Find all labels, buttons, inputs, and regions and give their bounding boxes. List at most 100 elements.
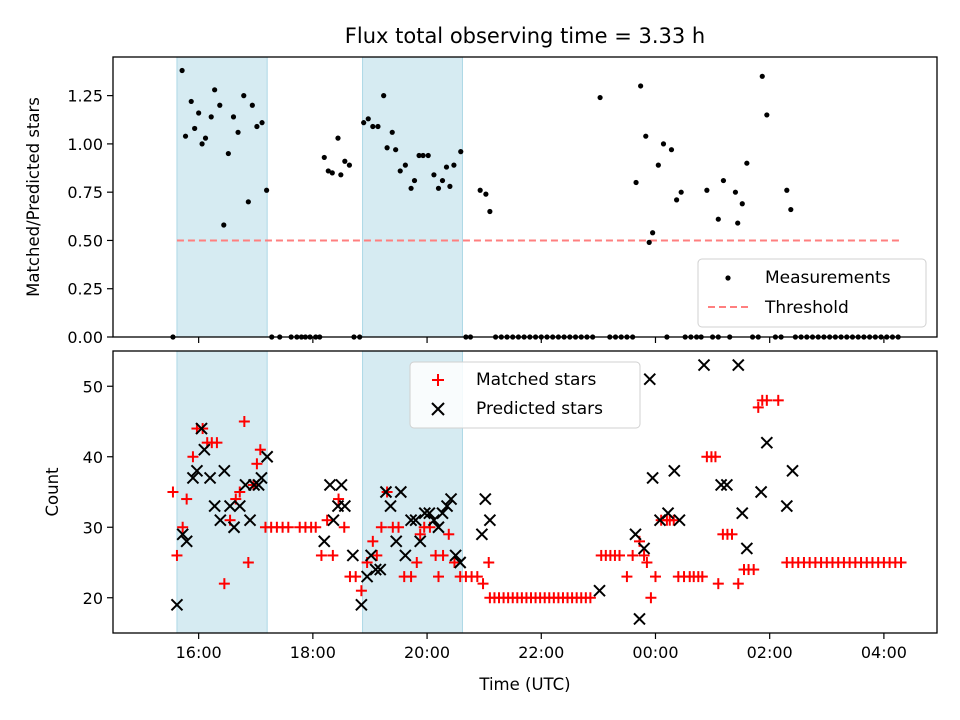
matched-star-point <box>645 592 656 603</box>
x-tick-label: 20:00 <box>404 643 450 662</box>
predicted-star-point <box>787 465 798 476</box>
measurement-point <box>458 149 463 154</box>
measurement-point <box>221 222 226 227</box>
measurement-point <box>209 114 214 119</box>
matched-star-point <box>748 564 759 575</box>
count-y-tick-label: 20 <box>83 589 103 608</box>
matched-star-point <box>650 571 661 582</box>
measurement-point <box>322 155 327 160</box>
ratio-legend: Measurements Threshold <box>698 259 926 327</box>
predicted-star-point <box>737 508 748 519</box>
legend-measurements-label: Measurements <box>765 268 891 288</box>
count-y-tick-label: 40 <box>83 448 103 467</box>
measurement-point <box>647 240 652 245</box>
legend-predicted-label: Predicted stars <box>476 399 603 419</box>
measurement-point <box>650 230 655 235</box>
ratio-y-tick-label: 0.25 <box>67 280 103 299</box>
measurement-point <box>217 103 222 108</box>
measurement-point <box>704 188 709 193</box>
measurement-point <box>643 134 648 139</box>
predicted-star-point <box>716 479 727 490</box>
count-legend: Matched stars Predicted stars <box>410 362 640 428</box>
measurement-point <box>246 199 251 204</box>
measurement-point <box>764 112 769 117</box>
measurement-point <box>212 87 217 92</box>
ratio-y-tick-label: 0.50 <box>67 231 103 250</box>
x-tick-label: 22:00 <box>518 643 564 662</box>
predicted-star-point <box>644 374 655 385</box>
measurement-point <box>338 172 343 177</box>
measurement-point <box>478 188 483 193</box>
x-tick-label: 16:00 <box>176 643 222 662</box>
measurement-point <box>440 178 445 183</box>
measurement-point <box>674 197 679 202</box>
measurement-point <box>426 153 431 158</box>
measurement-point <box>384 145 389 150</box>
count-y-axis-label: Count <box>43 467 62 517</box>
predicted-star-point <box>761 437 772 448</box>
measurement-point <box>390 130 395 135</box>
matched-star-point <box>350 571 361 582</box>
measurement-point <box>335 136 340 141</box>
predicted-star-point <box>781 501 792 512</box>
measurement-point <box>744 161 749 166</box>
measurement-point <box>788 207 793 212</box>
ratio-y-tick-label: 0.00 <box>67 328 103 347</box>
measurement-point <box>179 68 184 73</box>
measurement-point <box>254 124 259 129</box>
predicted-star-point <box>339 501 350 512</box>
measurement-point <box>597 95 602 100</box>
measurement-point <box>264 188 269 193</box>
count-panel: 20304050 16:00 18:00 20:00 22:00 00:00 02:00 0… <box>43 351 937 694</box>
matched-star-point <box>283 522 294 533</box>
predicted-star-point <box>669 465 680 476</box>
predicted-star-point <box>647 472 658 483</box>
x-tick-label: 18:00 <box>290 643 336 662</box>
predicted-star-point <box>484 515 495 526</box>
predicted-star-point <box>756 487 767 498</box>
measurement-point <box>250 103 255 108</box>
matched-star-point <box>322 515 333 526</box>
x-tick-label: 02:00 <box>747 643 793 662</box>
matched-star-point <box>483 557 494 568</box>
measurement-point <box>192 126 197 131</box>
predicted-star-point <box>630 529 641 540</box>
measurement-point <box>330 170 335 175</box>
count-y-tick-label: 50 <box>83 377 103 396</box>
measurement-point <box>381 93 386 98</box>
ratio-observing-window-2 <box>363 57 463 337</box>
legend-measurements-marker <box>725 275 730 280</box>
ratio-y-axis-label: Matched/Predicted stars <box>24 97 43 297</box>
measurement-point <box>679 190 684 195</box>
matched-star-point <box>773 395 784 406</box>
measurement-point <box>669 147 674 152</box>
measurement-point <box>483 192 488 197</box>
measurement-point <box>760 74 765 79</box>
measurement-point <box>403 163 408 168</box>
matched-star-point <box>713 578 724 589</box>
predicted-star-point <box>733 360 744 371</box>
predicted-star-point <box>319 536 330 547</box>
measurement-point <box>431 172 436 177</box>
measurement-point <box>444 164 449 169</box>
matched-star-point <box>327 550 338 561</box>
count-observing-window-1 <box>177 351 267 633</box>
legend-threshold-label: Threshold <box>764 298 849 318</box>
legend-matched-label: Matched stars <box>476 370 596 390</box>
measurement-point <box>189 99 194 104</box>
ratio-panel: 0.00 0.25 0.50 0.75 1.00 1.25 Matched/Predict… <box>24 57 937 347</box>
measurement-point <box>436 186 441 191</box>
measurement-point <box>235 130 240 135</box>
matched-star-point <box>896 557 907 568</box>
measurement-point <box>784 188 789 193</box>
ratio-y-tick-label: 1.25 <box>67 87 103 106</box>
measurement-point <box>241 93 246 98</box>
predicted-star-point <box>721 479 732 490</box>
measurement-point <box>375 124 380 129</box>
measurement-point <box>259 120 264 125</box>
matched-star-point <box>339 522 350 533</box>
measurement-point <box>366 116 371 121</box>
measurement-point <box>393 147 398 152</box>
measurement-point <box>342 159 347 164</box>
ratio-y-tick-label: 1.00 <box>67 135 103 154</box>
